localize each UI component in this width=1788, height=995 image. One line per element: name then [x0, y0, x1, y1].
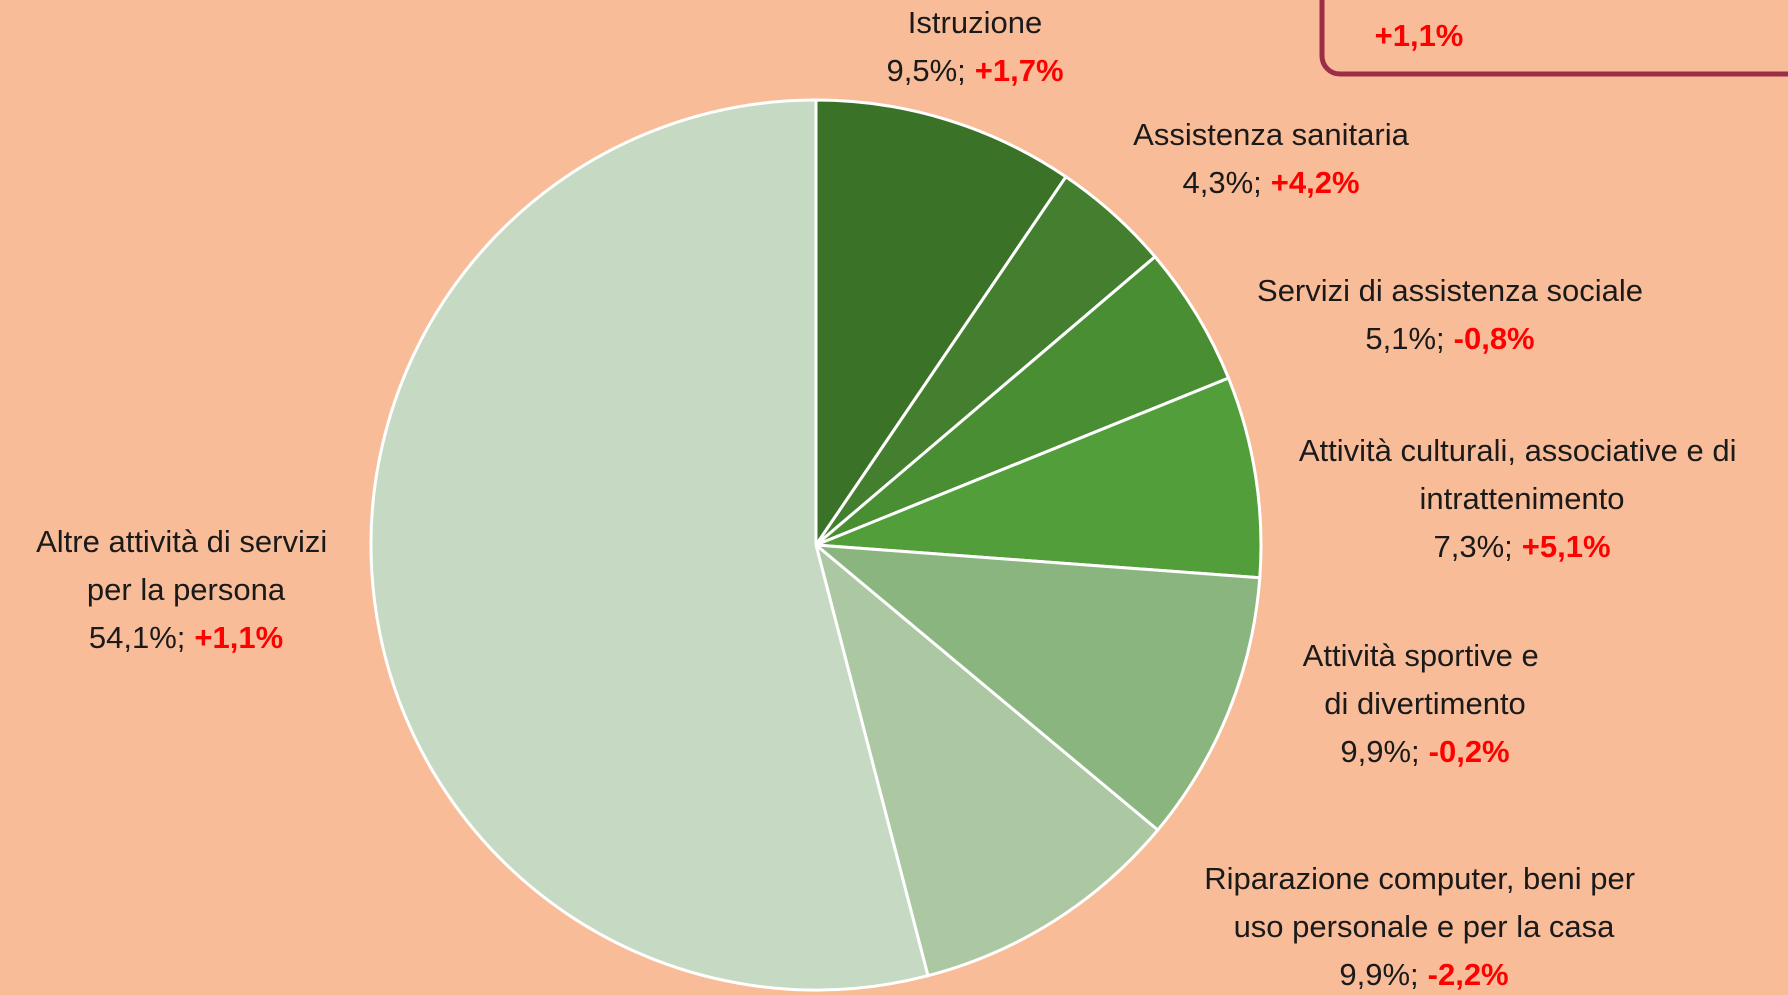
value-label: 4,3%; — [1182, 165, 1261, 200]
value-line: 5,1%; -0,8% — [1365, 321, 1534, 356]
value-label: 54,1%; — [89, 620, 186, 655]
value-line: 7,3%; +5,1% — [1433, 529, 1610, 564]
value-line: 4,3%; +4,2% — [1182, 165, 1359, 200]
pie-slice — [369, 98, 930, 992]
value-label: 7,3%; — [1433, 529, 1512, 564]
pie-slice — [815, 376, 1263, 580]
slice-label: Riparazione computer, beni per uso perso… — [1204, 861, 1643, 944]
change-label: +4,2% — [1271, 165, 1360, 200]
slice-label: Servizi di assistenza sociale — [1257, 273, 1643, 308]
value-line: 9,5%; +1,7% — [886, 53, 1063, 88]
change-label: -2,2% — [1428, 957, 1509, 992]
pie-slice — [811, 543, 1262, 833]
change-label: -0,8% — [1454, 321, 1535, 356]
value-label: 9,9%; — [1339, 957, 1418, 992]
slice-label: Assistenza sanitaria — [1133, 117, 1409, 152]
slice-label: Altre attività di servizi per la persona — [36, 524, 336, 607]
change-label: +5,1% — [1522, 529, 1611, 564]
value-label: 5,1%; — [1365, 321, 1444, 356]
change-label: +1,1% — [194, 620, 283, 655]
change-label: -0,2% — [1429, 734, 1510, 769]
value-label: 9,5%; — [886, 53, 965, 88]
slice-label: Attività sportive e di divertimento — [1303, 638, 1548, 721]
pie-slice — [814, 98, 1068, 550]
value-line: 9,9%; -2,2% — [1339, 957, 1508, 992]
value-line: 9,9%; -0,2% — [1340, 734, 1509, 769]
slice-label: Istruzione — [908, 5, 1042, 40]
annotation: +1,1% — [1375, 18, 1464, 53]
pie-slice — [815, 254, 1231, 547]
value-line: 54,1%; +1,1% — [89, 620, 283, 655]
change-label: +1,7% — [975, 53, 1064, 88]
annotation-box — [1319, 0, 1788, 77]
value-label: 9,9%; — [1340, 734, 1419, 769]
slice-label: Attività culturali, associative e di int… — [1299, 433, 1745, 516]
